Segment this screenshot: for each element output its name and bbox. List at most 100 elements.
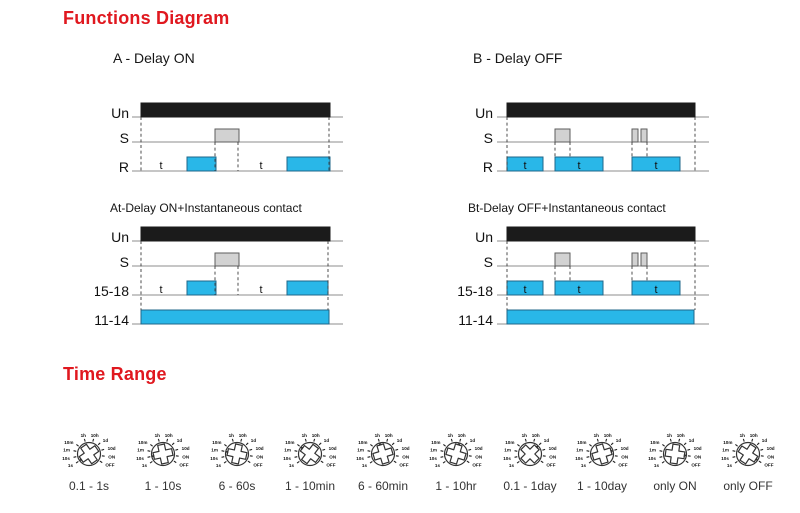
signal-pulse-bar — [640, 252, 648, 267]
diagram-title-bt-delay-off-instantaneous: Bt-Delay OFF+Instantaneous contact — [468, 201, 666, 215]
dial-tick — [73, 450, 77, 452]
dial-tick — [442, 461, 446, 464]
dial-pointer — [300, 446, 305, 451]
dial-scale-label: 10m — [577, 440, 586, 445]
dial-scale-label: 1s — [142, 463, 148, 468]
dial-pointer — [79, 457, 83, 461]
dial-scale-label: OFF — [472, 462, 481, 467]
dial-scale-label: 10d — [475, 446, 483, 451]
dial-scale-label: OFF — [105, 462, 114, 467]
dial-tick — [612, 460, 616, 464]
rotary-dial-icon: 1s 10s 1m 10m 1h 10h 1d 10d ON OFF — [575, 433, 629, 468]
dial-scale-label: ON — [329, 455, 337, 460]
dial-tick — [304, 438, 307, 442]
dial-scale-label: 10h — [165, 433, 173, 438]
dial-scale-label: 10m — [723, 440, 732, 445]
time-range-dial: 1s 10s 1m 10m 1h 10h 1d 10d ON OFF only ON — [637, 428, 713, 493]
dial-tick — [659, 450, 663, 452]
dial-pointer — [151, 453, 155, 458]
dial-tick — [524, 438, 527, 442]
time-range-dial: 1s 10s 1m 10m 1h 10h 1d 10d ON OFF 1 - 10min — [272, 428, 348, 493]
dial-scale-label: 10h — [91, 433, 99, 438]
dial-scale-label: 10m — [650, 440, 659, 445]
dial-tick — [669, 438, 672, 442]
row-label: S — [484, 254, 493, 270]
supply-bar — [140, 102, 331, 118]
time-range-dial: 1s 10s 1m 10m 1h 10h 1d 10d ON OFF 6 - 60min — [345, 428, 421, 493]
dial-scale-label: 10d — [694, 446, 702, 451]
signal-pulse-bar — [631, 128, 639, 143]
dial-tick — [377, 438, 380, 442]
row-label: 11-14 — [95, 312, 129, 328]
dial-knob-cross — [520, 444, 540, 464]
dial-range-label: 0.1 - 1s — [68, 479, 110, 493]
dial-scale-label: 1h — [302, 433, 308, 438]
dial-scale-label: 1m — [722, 448, 729, 453]
dial-tick — [240, 438, 243, 442]
signal-pulse-bar — [554, 128, 571, 143]
dial-scale-label: OFF — [399, 462, 408, 467]
dial-scale-label: 10d — [621, 446, 629, 451]
dial-tick — [175, 448, 179, 451]
dial-scale-label: 1s — [654, 463, 660, 468]
dial-knob-icon — [372, 442, 394, 465]
dial-tick — [538, 442, 542, 446]
dial-scale-label: 10d — [549, 446, 557, 451]
dial-scale-label: 10d — [402, 446, 410, 451]
dial-tick — [249, 448, 253, 451]
dial-range-label: 1 - 10s — [144, 479, 182, 493]
diagram-title-b-delay-off: B - Delay OFF — [473, 50, 563, 66]
dial-knob-cross — [591, 443, 613, 465]
relay-output-bar — [631, 280, 681, 296]
dial-tick — [683, 442, 687, 446]
row-label: R — [483, 159, 493, 175]
time-t-label: t — [577, 284, 580, 296]
dial-knob-cross — [737, 443, 759, 465]
dial-scale-label: 10m — [431, 440, 440, 445]
dial-tick — [760, 448, 764, 451]
dial-scale-label: ON — [108, 455, 116, 460]
dial-scale-label: OFF — [179, 462, 188, 467]
dial-tick — [614, 448, 618, 451]
dial-tick — [517, 444, 520, 447]
dial-scale-label: 1m — [649, 448, 656, 453]
dial-tick — [596, 438, 599, 442]
dial-scale-label: 10h — [458, 433, 466, 438]
dial-tick — [533, 438, 536, 442]
dial-range-label: 6 - 60s — [218, 479, 256, 493]
dial-scale-label: OFF — [691, 462, 700, 467]
dial-tick — [313, 438, 316, 442]
dial-pointer — [534, 445, 539, 450]
dial-tick — [294, 456, 298, 458]
row-label: R — [119, 159, 129, 175]
dial-tick — [450, 438, 453, 442]
dial-scale-label: 1d — [762, 438, 768, 443]
signal-pulse-bar — [640, 128, 648, 143]
relay-output-bar — [554, 280, 604, 296]
relay-output-bar — [286, 280, 329, 296]
diagram-title-a-delay-on: A - Delay ON — [113, 50, 195, 66]
dial-tick — [318, 442, 322, 446]
row-label: 15-18 — [95, 283, 129, 299]
dial-tick — [459, 438, 462, 442]
dial-scale-label: 1h — [522, 433, 528, 438]
dial-tick — [147, 450, 151, 452]
dial-tick — [588, 461, 592, 464]
dial-pointer — [225, 450, 229, 455]
time-range-dial: 1s 10s 1m 10m 1h 10h 1d 10d ON OFF 1 - 10day — [564, 428, 640, 493]
dial-knob-cross — [445, 443, 467, 465]
dial-tick — [589, 444, 592, 447]
dial-scale-label: ON — [182, 455, 190, 460]
dial-tick — [97, 442, 101, 446]
dial-tick — [221, 456, 225, 458]
dial-tick — [320, 460, 324, 464]
time-t-label: t — [159, 160, 162, 172]
time-range-dial: 1s 10s 1m 10m 1h 10h 1d 10d ON OFF only OFF — [710, 428, 786, 493]
dial-knob-cross — [152, 443, 174, 465]
rotary-dial-icon: 1s 10s 1m 10m 1h 10h 1d 10d ON OFF — [356, 433, 410, 468]
dial-scale-label: ON — [256, 455, 264, 460]
dial-tick — [464, 442, 468, 446]
dial-tick — [756, 442, 760, 446]
dial-scale-label: 1d — [616, 438, 622, 443]
time-t-label: t — [523, 160, 526, 172]
